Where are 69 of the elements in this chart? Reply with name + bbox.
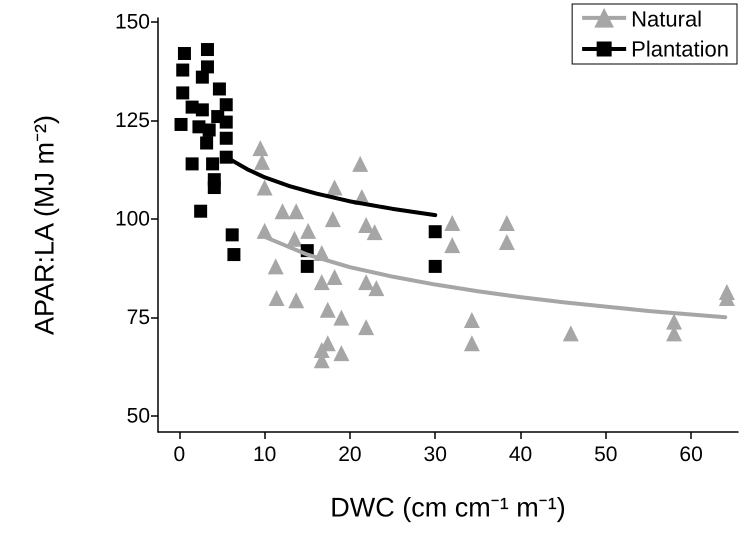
legend-label: Plantation: [631, 36, 730, 62]
point: [208, 173, 221, 186]
point: [206, 157, 220, 170]
point: [286, 230, 302, 247]
y-tick-label: 150: [114, 10, 150, 34]
point: [498, 215, 515, 232]
point: [444, 215, 460, 232]
y-axis-title: APAR:LA (MJ m⁻²): [30, 114, 60, 336]
x-tick-label: 60: [679, 443, 703, 466]
x-tick-label: 50: [594, 443, 618, 466]
point: [176, 86, 190, 100]
point: [366, 224, 383, 240]
point: [288, 292, 304, 308]
point: [464, 312, 480, 328]
point: [256, 180, 273, 196]
point: [268, 258, 284, 274]
point: [274, 203, 291, 220]
y-tick-label: 75: [126, 306, 150, 330]
point: [200, 43, 214, 56]
point: [200, 136, 214, 150]
point: [352, 156, 368, 172]
point: [196, 70, 209, 84]
point: [368, 280, 384, 296]
point: [196, 103, 209, 116]
x-tick-label: 0: [173, 443, 186, 466]
point: [174, 118, 188, 131]
point: [226, 228, 239, 242]
point: [358, 274, 374, 290]
point: [464, 335, 480, 352]
point: [252, 140, 268, 156]
point: [314, 274, 330, 290]
point: [428, 225, 442, 238]
point: [178, 46, 191, 60]
point: [428, 260, 442, 273]
point: [220, 98, 233, 112]
point: [194, 204, 208, 218]
point: [211, 110, 224, 124]
point: [220, 132, 233, 145]
point: [562, 325, 579, 342]
y-tick-label: 125: [114, 109, 150, 132]
x-tick-label: 20: [338, 443, 362, 466]
legend-label: Natural: [631, 6, 702, 32]
y-tick-label: 50: [126, 404, 150, 428]
point: [333, 345, 350, 362]
point: [212, 82, 226, 96]
point: [176, 64, 190, 77]
point: [220, 150, 233, 164]
point: [186, 157, 199, 170]
point: [288, 203, 304, 220]
point: [202, 123, 216, 136]
point: [324, 211, 341, 228]
x-axis-title: DWC (cm cm⁻¹ m⁻¹): [330, 492, 566, 522]
point: [333, 310, 350, 326]
point: [300, 222, 316, 239]
x-tick-label: 40: [508, 443, 532, 466]
point: [666, 314, 682, 330]
point: [444, 237, 460, 254]
point: [358, 217, 374, 233]
x-tick-label: 10: [252, 443, 276, 466]
point: [326, 180, 343, 196]
point: [268, 290, 285, 306]
point: [326, 269, 343, 286]
x-tick-label: 30: [424, 443, 447, 466]
y-tick-label: 100: [114, 208, 150, 231]
point: [320, 302, 336, 318]
point: [300, 260, 314, 273]
point: [498, 234, 515, 250]
point: [227, 248, 240, 262]
point: [358, 319, 374, 336]
